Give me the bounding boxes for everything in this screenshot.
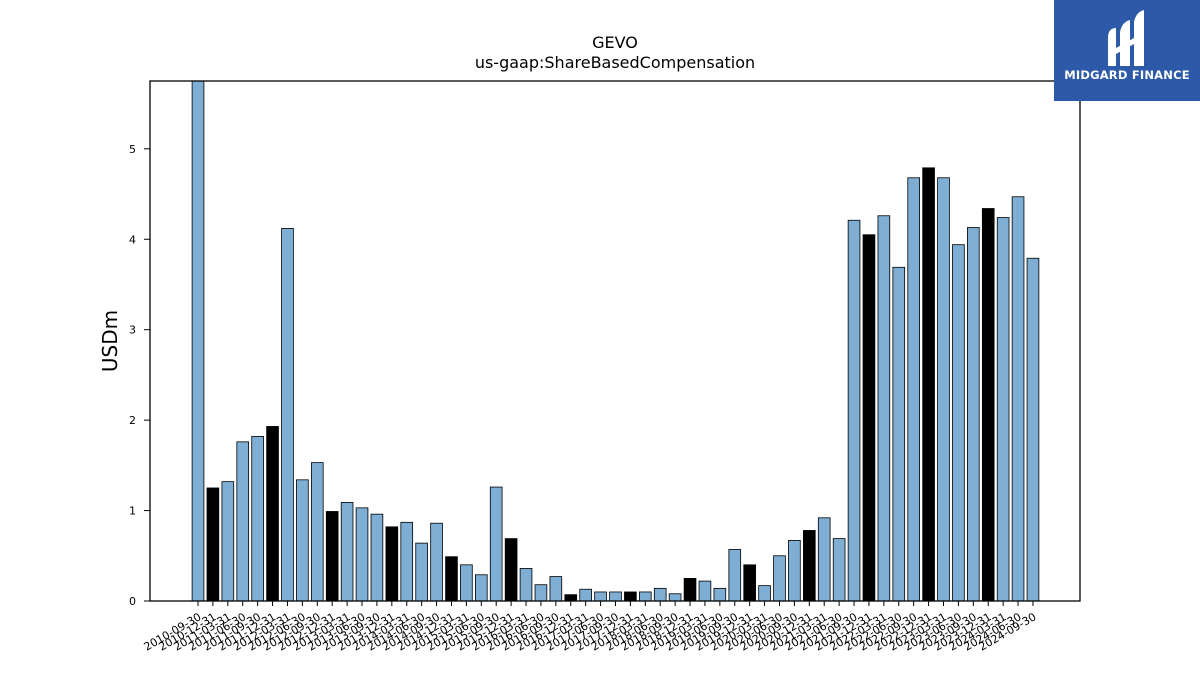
bar-2013-09-30: [370, 513, 384, 602]
bar-2022-09-30: [907, 177, 920, 602]
bar-series: [191, 80, 1040, 602]
bar-2011-06-30: [236, 441, 250, 602]
bar-2024-06-30: [1011, 196, 1025, 602]
bar-2019-03-31: [698, 580, 712, 602]
bar-2015-12-31: [504, 538, 518, 602]
bar-2021-09-30: [847, 219, 861, 602]
bar-2016-03-31: [519, 568, 533, 602]
bar-2017-03-31: [579, 588, 592, 602]
bar-2020-03-31: [758, 585, 771, 602]
x-axis: 2010-09-302010-12-312011-03-312011-06-30…: [142, 601, 1038, 654]
bar-2014-09-30: [430, 522, 443, 602]
bar-2018-03-31: [639, 591, 652, 602]
bar-2017-09-30: [609, 591, 622, 602]
midgard-finance-logo: MIDGARD FINANCE: [1054, 0, 1200, 101]
bar-2012-06-30: [296, 479, 309, 602]
bar-2020-06-30: [773, 555, 786, 602]
bar-2014-06-30: [415, 542, 428, 602]
bar-2022-12-31: [922, 167, 935, 602]
bar-2012-09-30: [310, 462, 324, 602]
bar-2019-06-30: [713, 587, 727, 602]
logo-text: MIDGARD FINANCE: [1064, 68, 1190, 82]
bar-2010-12-31: [206, 487, 220, 602]
y-axis: 0 1 2 3 4 5: [129, 143, 150, 608]
bar-2012-03-31: [281, 228, 294, 602]
bar-2016-12-31: [564, 594, 578, 602]
bar-2023-12-31: [981, 208, 995, 602]
bar-2021-03-31: [817, 517, 831, 602]
y-tick-label: 1: [129, 505, 136, 518]
bar-2023-06-30: [952, 244, 965, 602]
bar-2012-12-31: [325, 511, 339, 602]
bar-2023-09-30: [967, 227, 980, 602]
y-tick-label: 2: [129, 414, 136, 427]
bar-2015-06-30: [474, 574, 488, 602]
bar-2018-09-30: [668, 593, 682, 602]
y-tick-label: 4: [129, 233, 136, 246]
bar-2011-03-31: [221, 481, 235, 602]
bar-2017-12-31: [624, 591, 637, 602]
bar-2015-09-30: [489, 486, 503, 602]
bar-2021-12-31: [862, 234, 876, 602]
bar-2018-06-30: [653, 587, 667, 602]
bar-2024-09-30: [1026, 257, 1040, 602]
plot-frame: [149, 80, 1081, 602]
bar-2022-06-30: [892, 266, 906, 602]
bar-2013-12-31: [385, 526, 399, 602]
bar-2023-03-31: [937, 177, 950, 602]
y-axis-label: USDm: [98, 310, 122, 372]
bar-2016-09-30: [549, 576, 563, 602]
chart-subtitle: us-gaap:ShareBasedCompensation: [475, 53, 755, 72]
bar-2020-12-31: [803, 530, 816, 602]
y-tick-label: 5: [129, 143, 136, 156]
bar-2020-09-30: [788, 540, 801, 602]
chart-title: GEVO: [592, 33, 638, 52]
bar-2015-03-31: [460, 564, 473, 602]
bar-2010-09-30: [191, 80, 205, 602]
bar-2013-06-30: [355, 507, 369, 602]
midgard-logo-icon: [1108, 10, 1144, 66]
bar-2011-12-31: [266, 426, 279, 602]
bar-2016-06-30: [534, 584, 548, 602]
y-tick-label: 0: [129, 595, 136, 608]
bar-2014-03-31: [400, 521, 414, 602]
bar-2017-06-30: [594, 591, 607, 602]
bar-2018-12-31: [683, 577, 697, 602]
bar-2021-06-30: [832, 538, 846, 602]
bar-2019-09-30: [728, 549, 742, 602]
bar-2011-09-30: [251, 436, 264, 602]
bar-2014-12-31: [445, 556, 458, 602]
bar-2022-03-31: [877, 215, 891, 602]
bar-2013-03-31: [340, 502, 354, 602]
y-tick-label: 3: [129, 324, 136, 337]
bar-2024-03-31: [996, 217, 1010, 602]
bar-2019-12-31: [743, 564, 756, 602]
